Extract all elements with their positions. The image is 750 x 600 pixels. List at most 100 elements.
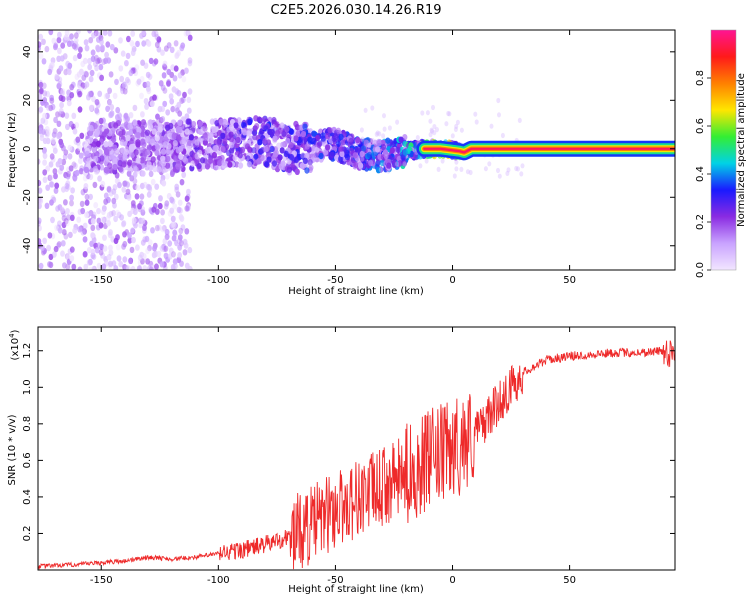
- spectrogram-cell-868: [128, 69, 134, 77]
- spectrogram-cell-445: [73, 37, 79, 44]
- spectrogram-cell-585: [84, 71, 89, 78]
- spectrogram-cell-80: [124, 60, 129, 67]
- spectrogram-cell-2155: [232, 154, 238, 161]
- spectrogram-cell-2569: [412, 152, 418, 159]
- spectrogram-cell-455: [94, 99, 100, 106]
- spectrogram-cell-129: [134, 64, 140, 71]
- spectrogram-cell-1838: [279, 147, 285, 154]
- spectrogram-cell-526: [97, 90, 103, 98]
- spectrogram-cell-2559: [211, 126, 217, 134]
- spectrogram-ytick-label-4: 40: [22, 45, 33, 58]
- spectrogram-cell-2627: [386, 168, 391, 174]
- spectrogram-cell-417: [78, 46, 83, 53]
- spectrogram-cell-2551: [84, 150, 90, 158]
- spectrogram-cell-537: [38, 217, 42, 224]
- spectrogram-cell-614: [162, 64, 168, 71]
- spectrogram-cell-2608: [372, 147, 377, 153]
- spectrogram-cell-639: [38, 41, 42, 48]
- spectrogram-cell-2250: [173, 155, 179, 163]
- spectrogram-cell-827: [38, 220, 41, 227]
- spectrogram-cell-62: [106, 186, 112, 193]
- spectrogram-cell-702: [47, 232, 53, 239]
- spectrogram-cell-551: [140, 111, 145, 118]
- spectrogram-cell-2514: [216, 138, 222, 145]
- spectrogram-cell-895: [84, 81, 90, 88]
- spectrogram-cell-2395: [211, 151, 217, 159]
- spectrogram-cell-88: [139, 193, 145, 200]
- spectrogram-cell-779: [140, 239, 146, 246]
- spectrogram-cell-782: [42, 112, 47, 120]
- spectrogram-cell-118: [147, 239, 153, 246]
- spectrogram-cell-238: [77, 266, 83, 270]
- spectrogram-cell-730: [174, 51, 180, 59]
- spectrogram-cell-859: [57, 47, 62, 55]
- spectrogram-cell-2634: [519, 171, 524, 177]
- spectrogram-cell-208: [61, 221, 67, 229]
- spectrogram-cell-2421: [159, 136, 165, 144]
- spectrogram-cell-2427: [145, 148, 151, 156]
- spectrogram-cell-849: [59, 206, 65, 214]
- spectrogram-cell-260: [116, 255, 122, 262]
- spectrogram-cell-793: [140, 59, 146, 66]
- spectrogram-cell-190: [65, 123, 70, 131]
- spectrogram-cell-1949: [129, 134, 135, 142]
- spectrogram-cell-192: [76, 30, 81, 35]
- spectrogram-cell-853: [42, 97, 48, 104]
- spectrogram-cell-2284: [154, 143, 160, 151]
- spectrogram-cell-368: [65, 208, 70, 215]
- spectrogram-cell-800: [154, 41, 160, 48]
- spectrogram-cell-556: [57, 31, 62, 39]
- spectrogram-cell-255: [111, 209, 116, 217]
- spectrogram-cell-307: [78, 168, 84, 175]
- spectrogram-cell-717: [115, 209, 120, 217]
- spectrogram-cell-2676: [473, 111, 478, 117]
- spectrogram-cell-347: [46, 244, 51, 252]
- spectrogram-cell-521: [153, 58, 159, 65]
- spectrogram-cell-264: [84, 199, 90, 206]
- spectrogram-cell-2600: [520, 163, 525, 169]
- spectrogram-cell-2605: [387, 125, 392, 131]
- spectrogram-cell-508: [56, 36, 62, 44]
- spectrogram-cell-343: [74, 122, 80, 129]
- spectrogram-cell-44: [38, 187, 43, 194]
- spectrogram-cell-269: [79, 200, 85, 208]
- spectrogram-cell-351: [158, 195, 163, 202]
- snr-panel: -150 -100 -50 0 50 0.2 0.4 0.6 0.8 1.0 1.2 Height…: [7, 326, 676, 595]
- spectrogram-cell-2452: [112, 144, 118, 151]
- spectrogram-cell-674: [38, 225, 42, 232]
- spectrogram-cell-547: [82, 236, 88, 243]
- spectrogram-cell-844: [144, 235, 150, 243]
- spectrogram-cell-431: [101, 208, 106, 216]
- spectrogram-cell-890: [68, 165, 74, 172]
- spectrogram-cell-765: [177, 252, 183, 259]
- spectrogram-cell-478: [98, 63, 104, 71]
- spectrogram-cell-2534: [204, 147, 210, 154]
- spectrogram-cell-2270: [123, 148, 129, 156]
- spectrogram-cell-385: [127, 237, 133, 244]
- spectrogram-cell-896: [40, 244, 45, 252]
- spectrogram-cell-2267: [135, 139, 141, 146]
- spectrogram-cell-2259: [286, 166, 292, 173]
- spectrogram-cell-2494: [358, 162, 364, 169]
- spectrogram-cell-18: [168, 93, 174, 100]
- spectrogram-cell-173: [60, 111, 66, 118]
- spectrogram-cell-642: [172, 258, 178, 265]
- spectrogram-cell-2492: [240, 121, 247, 129]
- spectrogram-cell-2520: [263, 125, 269, 132]
- spectrogram-cell-2384: [122, 154, 128, 161]
- spectrogram-cell-2489: [380, 154, 386, 161]
- spectrogram-cell-889: [133, 208, 138, 216]
- spectrogram-cell-2641: [363, 107, 368, 113]
- spectrogram-cell-776: [182, 91, 187, 99]
- spectrogram-cell-530: [147, 244, 152, 252]
- spectrogram-cell-2572: [127, 122, 133, 130]
- spectrogram-cell-1935: [340, 139, 347, 146]
- spectrogram-cell-2663: [370, 105, 375, 111]
- spectrogram-cell-464: [81, 74, 87, 81]
- spectrogram-cell-533: [67, 62, 73, 69]
- spectrogram-cell-789: [156, 46, 162, 53]
- spectrogram-cell-296: [103, 93, 109, 100]
- colorbar-tick-label-1: 0.2: [695, 214, 706, 230]
- spectrogram-cell-1536: [165, 162, 171, 169]
- spectrogram-cell-2449: [400, 154, 406, 161]
